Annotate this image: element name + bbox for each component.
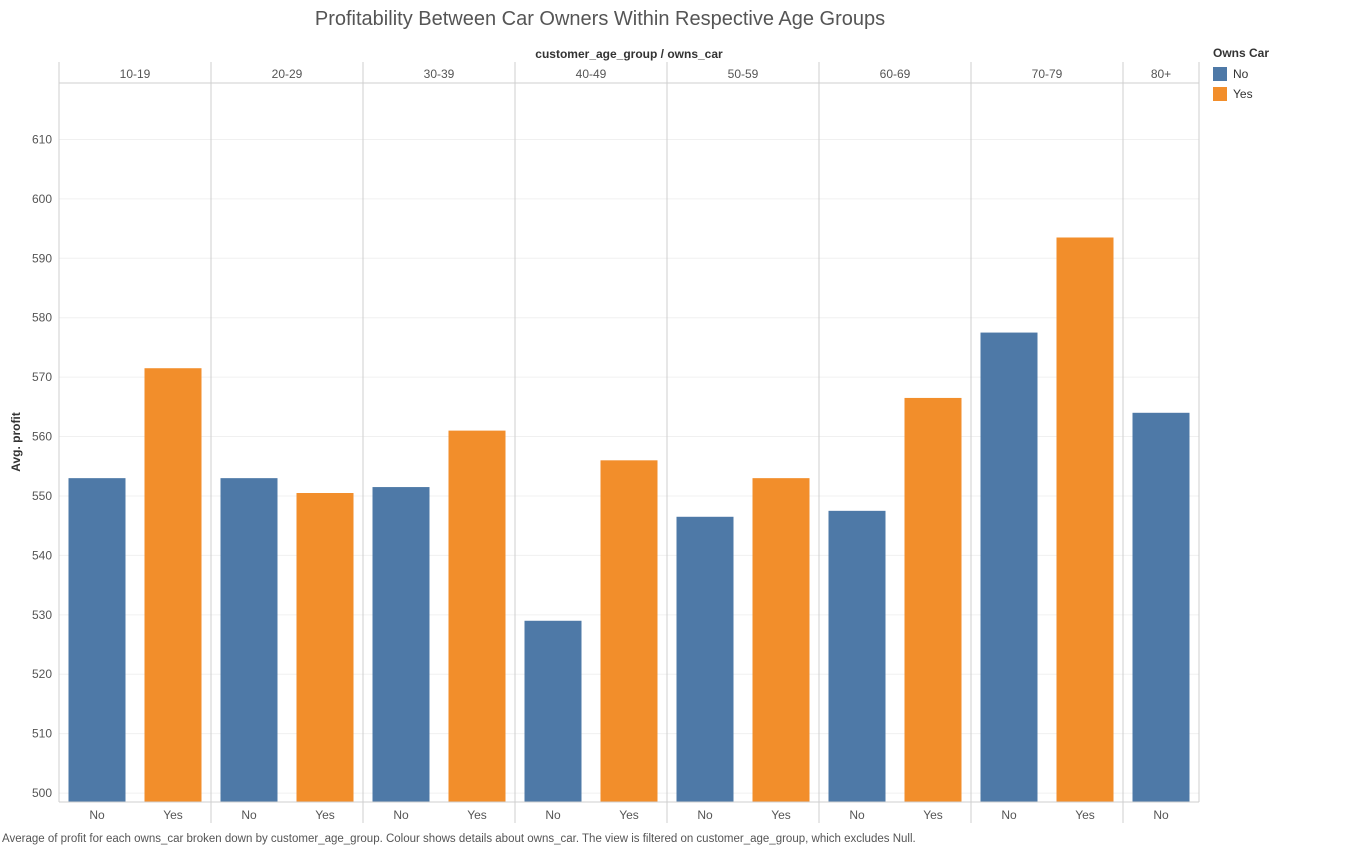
bar-60-69-yes xyxy=(904,397,962,802)
legend-label-no: No xyxy=(1233,67,1249,81)
x-tick-20-29-no: No xyxy=(241,808,257,822)
y-tick-530: 530 xyxy=(32,608,52,622)
bar-70-79-yes xyxy=(1056,237,1114,803)
chart-title: Profitability Between Car Owners Within … xyxy=(314,8,886,30)
footnote: Average of profit for each owns_car brok… xyxy=(2,833,916,845)
x-tick-60-69-no: No xyxy=(849,808,865,822)
bar-40-49-no xyxy=(524,620,582,802)
y-tick-600: 600 xyxy=(32,192,52,206)
y-tick-610: 610 xyxy=(32,132,52,146)
group-label-70-79: 70-79 xyxy=(1032,67,1063,81)
y-tick-540: 540 xyxy=(32,548,52,562)
x-tick-40-49-no: No xyxy=(545,808,561,822)
group-label-20-29: 20-29 xyxy=(272,67,303,81)
bar-20-29-no xyxy=(220,478,278,802)
group-label-10-19: 10-19 xyxy=(120,67,151,81)
x-tick-10-19-no: No xyxy=(89,808,105,822)
y-tick-550: 550 xyxy=(32,489,52,503)
x-tick-20-29-yes: Yes xyxy=(315,808,335,822)
x-tick-70-79-yes: Yes xyxy=(1075,808,1095,822)
legend-title: Owns Car xyxy=(1213,46,1270,60)
x-tick-50-59-no: No xyxy=(697,808,713,822)
x-tick-30-39-no: No xyxy=(393,808,409,822)
legend-item-yes[interactable]: Yes xyxy=(1213,84,1269,104)
x-tick-50-59-yes: Yes xyxy=(771,808,791,822)
y-tick-520: 520 xyxy=(32,667,52,681)
y-tick-590: 590 xyxy=(32,251,52,265)
legend-swatch-yes xyxy=(1213,87,1227,101)
bar-40-49-yes xyxy=(600,460,658,802)
x-tick-60-69-yes: Yes xyxy=(923,808,943,822)
group-label-50-59: 50-59 xyxy=(728,67,759,81)
group-label-80+: 80+ xyxy=(1151,67,1171,81)
group-label-30-39: 30-39 xyxy=(424,67,455,81)
bar-80+-no xyxy=(1132,412,1190,802)
column-header: customer_age_group / owns_car xyxy=(535,47,723,61)
legend-label-yes: Yes xyxy=(1233,87,1253,101)
bar-10-19-yes xyxy=(144,368,202,802)
bar-70-79-no xyxy=(980,332,1038,802)
bar-10-19-no xyxy=(68,478,126,802)
y-tick-570: 570 xyxy=(32,370,52,384)
x-tick-40-49-yes: Yes xyxy=(619,808,639,822)
legend: Owns Car No Yes xyxy=(1213,46,1269,104)
y-tick-500: 500 xyxy=(32,786,52,800)
bar-20-29-yes xyxy=(296,493,354,802)
bar-50-59-yes xyxy=(752,478,810,802)
group-label-60-69: 60-69 xyxy=(880,67,911,81)
bar-30-39-yes xyxy=(448,430,506,802)
x-tick-10-19-yes: Yes xyxy=(163,808,183,822)
x-tick-30-39-yes: Yes xyxy=(467,808,487,822)
group-label-40-49: 40-49 xyxy=(576,67,607,81)
bar-60-69-no xyxy=(828,510,886,802)
y-axis-label: Avg. profit xyxy=(9,412,23,472)
y-tick-580: 580 xyxy=(32,311,52,325)
legend-swatch-no xyxy=(1213,67,1227,81)
x-tick-80+-no: No xyxy=(1153,808,1169,822)
y-tick-560: 560 xyxy=(32,430,52,444)
x-tick-70-79-no: No xyxy=(1001,808,1017,822)
y-tick-510: 510 xyxy=(32,727,52,741)
bar-50-59-no xyxy=(676,516,734,802)
bar-30-39-no xyxy=(372,487,430,802)
legend-item-no[interactable]: No xyxy=(1213,64,1269,84)
